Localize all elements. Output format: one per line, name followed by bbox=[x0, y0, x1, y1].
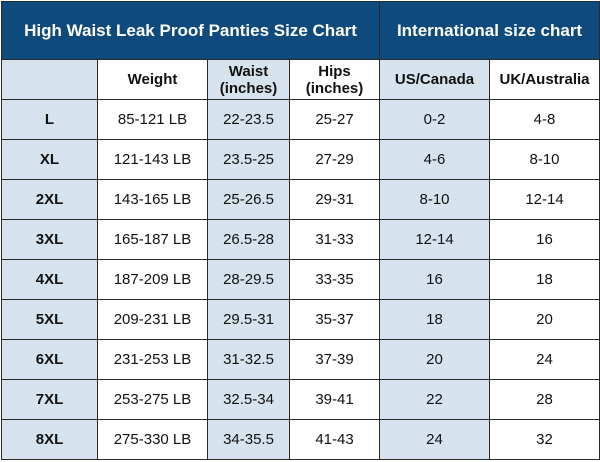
cell: 12-14 bbox=[379, 219, 491, 260]
column-header: Weight bbox=[97, 59, 208, 100]
size-label: 8XL bbox=[1, 419, 98, 460]
cell: 20 bbox=[489, 299, 600, 340]
table-row: L 85-121 LB 22-23.5 25-27 0-2 4-8 bbox=[1, 99, 600, 140]
cell: 39-41 bbox=[288, 379, 381, 420]
cell: 31-32.5 bbox=[207, 339, 290, 380]
cell: 37-39 bbox=[288, 339, 381, 380]
column-header: UK/Australia bbox=[489, 59, 600, 100]
cell: 165-187 LB bbox=[97, 219, 208, 260]
cell: 209-231 LB bbox=[97, 299, 208, 340]
cell: 23.5-25 bbox=[207, 139, 290, 180]
size-label: 6XL bbox=[1, 339, 98, 380]
size-label: 2XL bbox=[1, 179, 98, 220]
cell: 85-121 LB bbox=[97, 99, 208, 140]
size-label: 4XL bbox=[1, 259, 98, 300]
cell: 4-6 bbox=[379, 139, 491, 180]
table-row: 6XL 231-253 LB 31-32.5 37-39 20 24 bbox=[1, 339, 600, 380]
table-row: XL 121-143 LB 23.5-25 27-29 4-6 8-10 bbox=[1, 139, 600, 180]
cell: 8-10 bbox=[379, 179, 491, 220]
cell: 27-29 bbox=[288, 139, 381, 180]
corner-cell bbox=[1, 59, 98, 100]
table-row: 3XL 165-187 LB 26.5-28 31-33 12-14 16 bbox=[1, 219, 600, 260]
cell: 18 bbox=[379, 299, 491, 340]
size-label: L bbox=[1, 99, 98, 140]
cell: 28-29.5 bbox=[207, 259, 290, 300]
size-chart-title: High Waist Leak Proof Panties Size Chart bbox=[0, 1, 381, 60]
table-row: 7XL 253-275 LB 32.5-34 39-41 22 28 bbox=[1, 379, 600, 420]
column-header: US/Canada bbox=[379, 59, 491, 100]
cell: 231-253 LB bbox=[97, 339, 208, 380]
size-label: 5XL bbox=[1, 299, 98, 340]
cell: 12-14 bbox=[489, 179, 600, 220]
cell: 253-275 LB bbox=[97, 379, 208, 420]
column-header: Hips (inches) bbox=[288, 59, 381, 100]
cell: 32 bbox=[489, 419, 600, 460]
cell: 121-143 LB bbox=[97, 139, 208, 180]
cell: 26.5-28 bbox=[207, 219, 290, 260]
cell: 35-37 bbox=[288, 299, 381, 340]
cell: 0-2 bbox=[379, 99, 491, 140]
cell: 24 bbox=[379, 419, 491, 460]
cell: 41-43 bbox=[288, 419, 381, 460]
cell: 31-33 bbox=[288, 219, 381, 260]
international-title: International size chart bbox=[379, 1, 600, 60]
cell: 4-8 bbox=[489, 99, 600, 140]
cell: 143-165 LB bbox=[97, 179, 208, 220]
cell: 187-209 LB bbox=[97, 259, 208, 300]
size-label: 7XL bbox=[1, 379, 98, 420]
cell: 34-35.5 bbox=[207, 419, 290, 460]
cell: 25-26.5 bbox=[207, 179, 290, 220]
size-label: 3XL bbox=[1, 219, 98, 260]
cell: 29-31 bbox=[288, 179, 381, 220]
cell: 8-10 bbox=[489, 139, 600, 180]
column-header-row: Weight Waist (inches) Hips (inches) US/Cana… bbox=[1, 59, 600, 100]
cell: 33-35 bbox=[288, 259, 381, 300]
table-row: 5XL 209-231 LB 29.5-31 35-37 18 20 bbox=[1, 299, 600, 340]
column-header: Waist (inches) bbox=[207, 59, 290, 100]
cell: 275-330 LB bbox=[97, 419, 208, 460]
table-row: 4XL 187-209 LB 28-29.5 33-35 16 18 bbox=[1, 259, 600, 300]
cell: 22-23.5 bbox=[207, 99, 290, 140]
title-row: High Waist Leak Proof Panties Size Chart… bbox=[0, 1, 600, 60]
table-row: 2XL 143-165 LB 25-26.5 29-31 8-10 12-14 bbox=[1, 179, 600, 220]
cell: 22 bbox=[379, 379, 491, 420]
cell: 18 bbox=[489, 259, 600, 300]
table-row: 8XL 275-330 LB 34-35.5 41-43 24 32 bbox=[1, 419, 600, 460]
cell: 16 bbox=[379, 259, 491, 300]
cell: 20 bbox=[379, 339, 491, 380]
cell: 25-27 bbox=[288, 99, 381, 140]
cell: 28 bbox=[489, 379, 600, 420]
cell: 24 bbox=[489, 339, 600, 380]
size-label: XL bbox=[1, 139, 98, 180]
cell: 16 bbox=[489, 219, 600, 260]
cell: 29.5-31 bbox=[207, 299, 290, 340]
cell: 32.5-34 bbox=[207, 379, 290, 420]
